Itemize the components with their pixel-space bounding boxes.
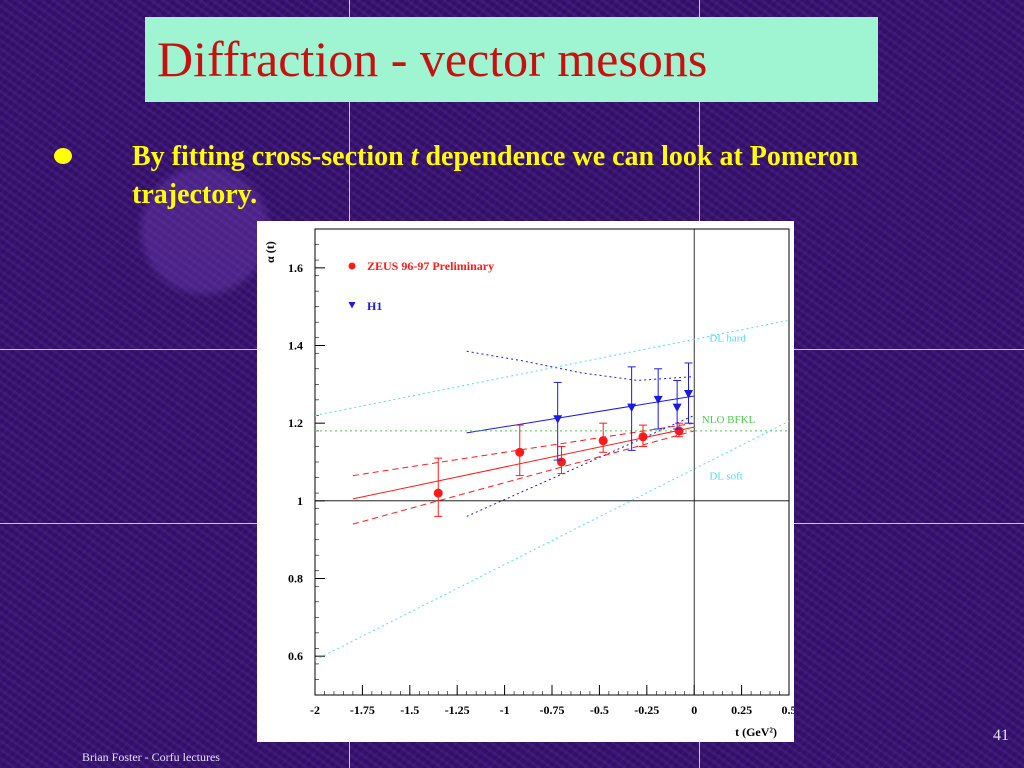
x-tick-label: -1.5 [400,703,419,717]
legend-h1-marker [348,302,356,309]
bullet-text: By fitting cross-section t dependence we… [132,138,912,214]
footer-text: Brian Foster - Corfu lectures [82,750,220,764]
slide-title: Diffraction - vector mesons [157,31,708,87]
x-tick-label: -2 [310,703,320,717]
curve-zeus-band-upper [352,422,695,477]
zeus-data-point [433,488,443,498]
bullet-icon [54,148,72,164]
h1-data-point [627,403,637,413]
legend-zeus-label: ZEUS 96-97 Preliminary [367,259,494,273]
bullet-text-part: By fitting cross-section [132,141,411,172]
pomeron-trajectory-chart: -2 -1.75 -1.5 -1.25 -1 -0.75 -0.5 -0.25 0 0.25 0.5… [263,228,797,739]
y-tick-label: 1.2 [288,416,303,430]
y-tick-label: 1.4 [288,339,303,353]
curve-label: DL hard [709,333,746,345]
y-tick-label: 1 [297,494,303,508]
zeus-data-point [674,426,684,436]
curve-h1-band-upper [466,350,695,381]
y-tick-label: 0.6 [288,649,303,663]
x-tick-label: 0.25 [731,703,752,717]
curve-h1-fit [466,395,695,434]
y-axis-label: α (t) [263,241,277,263]
zeus-data-point [598,436,608,446]
curve-zeus-band-lower [352,430,695,525]
zeus-data-point [556,457,566,467]
x-tick-label: -0.5 [590,703,609,717]
curve-dl-soft [314,420,790,661]
h1-data-point [553,415,563,424]
title-banner: Diffraction - vector mesons [145,17,878,102]
curve-dl-hard [314,319,790,416]
x-tick-label: -1 [500,703,510,717]
x-axis-label: t (GeV²) [735,725,777,739]
bullet-text-italic: t [410,141,419,172]
h1-data-point [672,403,682,413]
legend-zeus-marker [348,262,356,270]
page-number: 41 [993,727,1009,744]
plot-panel: -2 -1.75 -1.5 -1.25 -1 -0.75 -0.5 -0.25 0 0.25 0.5… [257,221,797,742]
h1-data-point [653,395,663,405]
x-tick-label: -1.75 [350,703,375,717]
x-tick-label: 0 [691,703,697,717]
x-tick-label: -1.25 [445,703,470,717]
zeus-data-point [638,432,648,442]
y-tick-label: 1.6 [288,261,303,275]
curve-zeus-fit [352,426,695,500]
y-tick-label: 0.8 [288,572,303,586]
plot-frame [314,228,790,696]
legend-h1-label: H1 [367,299,382,313]
x-tick-label: -0.75 [540,703,565,717]
curve-label: NLO BFKL [702,414,756,426]
bullet-text-part: dependence we can look at Pomeron trajec… [132,141,859,210]
curve-label: DL soft [709,470,743,482]
h1-data-point [684,390,694,399]
zeus-data-point [515,447,525,457]
curve-h1-band-lower [466,414,695,517]
x-tick-label: 0.5 [782,703,795,717]
x-tick-label: -0.25 [634,703,659,717]
